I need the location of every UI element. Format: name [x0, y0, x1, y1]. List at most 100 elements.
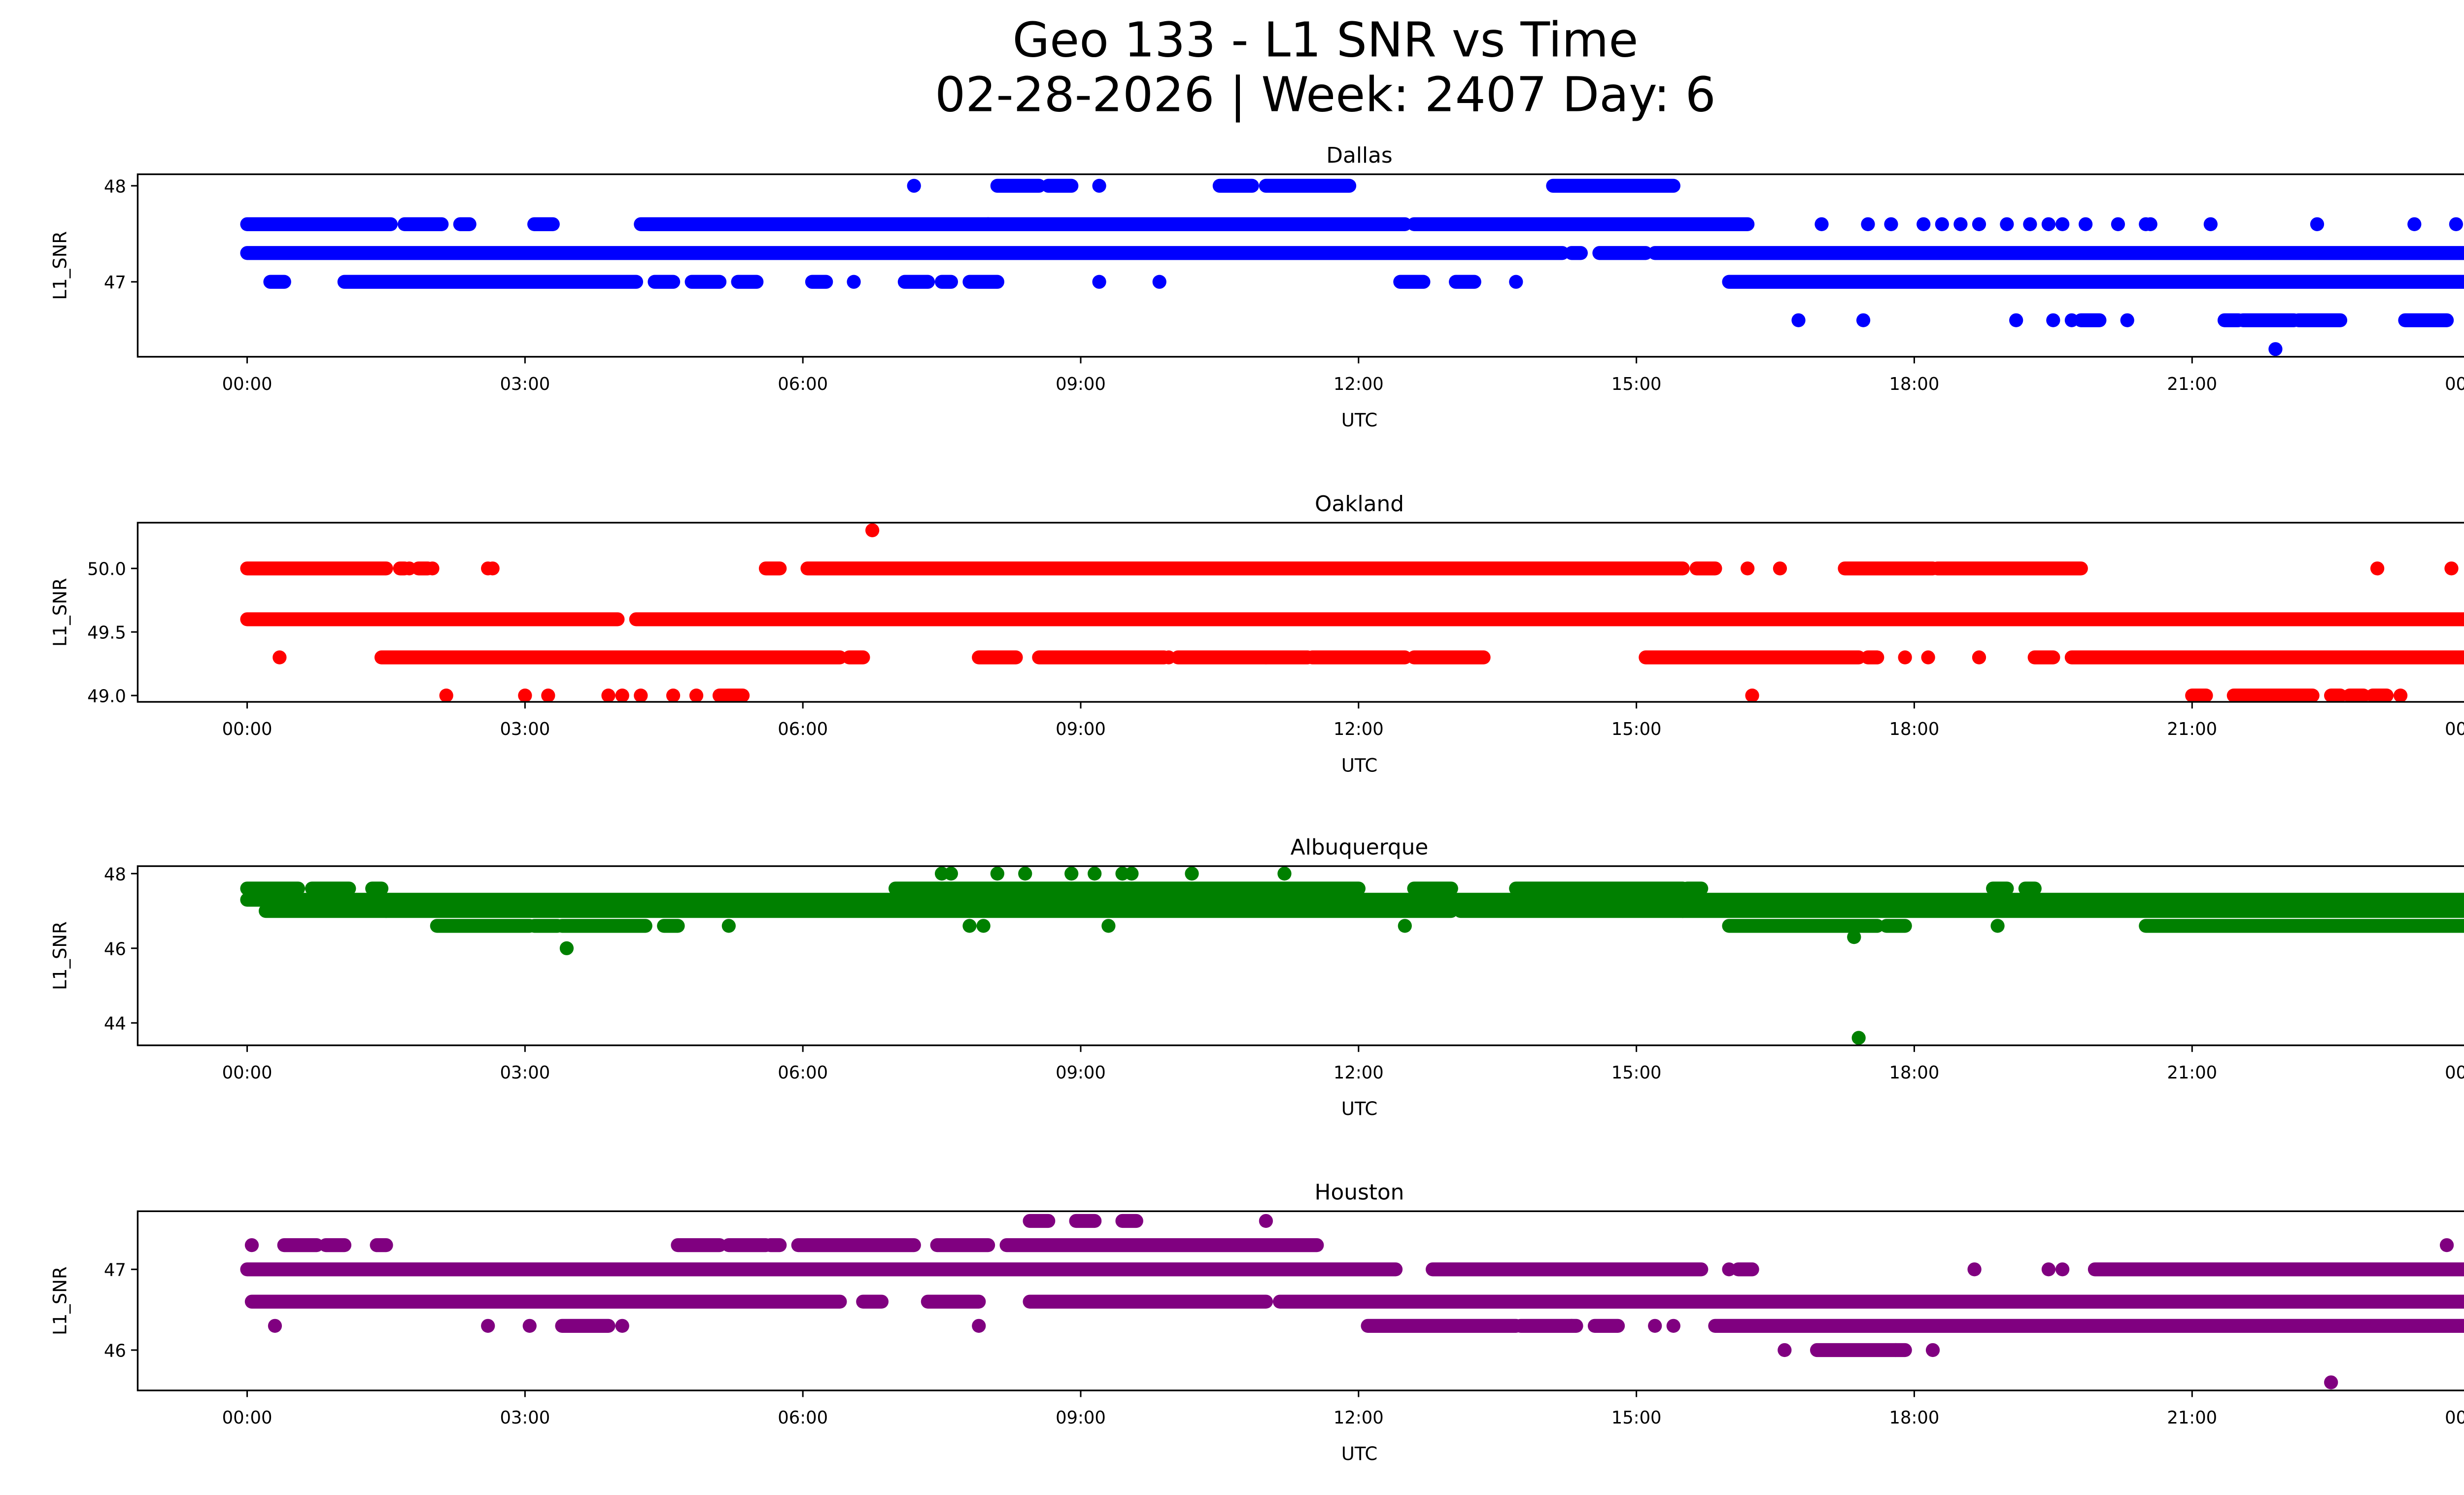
- x-tick-label: 00:00: [222, 719, 273, 739]
- data-point: [244, 1238, 259, 1252]
- data-point: [2439, 1238, 2454, 1252]
- data-point: [1152, 275, 1166, 289]
- x-axis-label: UTC: [1341, 755, 1377, 776]
- data-run: [1722, 275, 2464, 289]
- data-run: [684, 275, 727, 289]
- data-point: [268, 1319, 282, 1333]
- x-axis-label: UTC: [1341, 1098, 1377, 1119]
- data-point: [1092, 275, 1106, 289]
- data-run: [1509, 881, 1690, 896]
- x-tick-label: 18:00: [1889, 1063, 1940, 1083]
- data-point: [1722, 1262, 1736, 1277]
- data-point: [2324, 1375, 2338, 1390]
- panel-title: Albuquerque: [1291, 835, 1429, 860]
- data-run: [1731, 1262, 1759, 1277]
- data-point: [2111, 217, 2125, 231]
- data-run: [527, 217, 560, 231]
- data-point: [2009, 313, 2023, 327]
- data-run: [2398, 313, 2454, 327]
- x-tick-label: 00:00: [222, 1408, 273, 1428]
- y-tick-label: 46: [104, 1341, 126, 1361]
- data-point: [1851, 1031, 1866, 1045]
- data-point: [541, 688, 555, 702]
- data-point: [601, 688, 616, 702]
- data-run: [1861, 650, 1884, 664]
- data-run: [1041, 178, 1079, 193]
- data-run: [1305, 650, 1412, 664]
- data-run: [1426, 1262, 1709, 1277]
- data-run: [648, 275, 681, 289]
- axes-frame: [137, 173, 2464, 358]
- data-run: [1407, 217, 1755, 231]
- data-point: [1888, 1343, 1903, 1357]
- data-point: [1741, 561, 1755, 576]
- data-point: [2139, 217, 2153, 231]
- data-run: [2074, 313, 2107, 327]
- x-tick-label: 12:00: [1334, 374, 1384, 394]
- x-tick-label: 09:00: [1056, 374, 1106, 394]
- data-point: [2268, 342, 2283, 356]
- data-run: [319, 1238, 352, 1252]
- data-point: [425, 561, 440, 576]
- data-run: [1648, 246, 2464, 260]
- data-run: [2064, 650, 2464, 664]
- data-point: [1259, 1214, 1273, 1228]
- data-run: [2324, 688, 2348, 702]
- data-run: [305, 881, 356, 896]
- data-run: [1564, 246, 1588, 260]
- data-run: [365, 881, 389, 896]
- data-point: [1778, 1343, 1792, 1357]
- data-point: [1898, 650, 1912, 664]
- data-run: [240, 246, 1570, 260]
- data-point: [1935, 217, 1949, 231]
- panel-title: Houston: [1315, 1180, 1404, 1205]
- data-point: [1064, 867, 1079, 881]
- data-point: [1509, 275, 1523, 289]
- scatter-series: [240, 867, 2464, 1045]
- y-axis-label: L1_SNR: [50, 921, 71, 990]
- data-run: [240, 1262, 1403, 1277]
- data-run: [856, 1294, 889, 1309]
- data-point: [2120, 313, 2134, 327]
- data-point: [615, 1319, 629, 1333]
- data-run: [981, 217, 1412, 231]
- data-point: [1972, 650, 1986, 664]
- scatter-series: [240, 178, 2464, 356]
- x-tick-label: 21:00: [2167, 719, 2217, 739]
- x-tick-label: 00:00: [222, 374, 273, 394]
- data-run: [1930, 561, 2088, 576]
- panel-houston: Houston 00:00 03:00 06:00 09:00 12:00 15:00 18:…: [50, 1180, 2464, 1464]
- data-point: [1185, 867, 1199, 881]
- x-tick-label: 09:00: [1056, 1408, 1106, 1428]
- data-run: [263, 275, 291, 289]
- data-run: [731, 275, 764, 289]
- data-point: [1990, 919, 2005, 933]
- x-tick-label: 00:00: [2445, 374, 2464, 394]
- data-point: [1884, 217, 1898, 231]
- data-point: [273, 650, 287, 664]
- data-run: [2236, 313, 2301, 327]
- data-run: [240, 217, 398, 231]
- data-point: [2023, 217, 2037, 231]
- data-run: [277, 1238, 324, 1252]
- data-run: [1680, 881, 1709, 896]
- panel-oakland: Oakland 00:00 03:00 06:00 09:00 12:00 15:00 18:…: [50, 491, 2464, 776]
- y-tick-label: 50.0: [87, 559, 126, 580]
- data-point: [2370, 561, 2385, 576]
- data-run: [430, 919, 537, 933]
- data-point: [1018, 867, 1032, 881]
- data-point: [2310, 217, 2325, 231]
- y-axis-label: L1_SNR: [50, 231, 71, 300]
- data-point: [1953, 217, 1968, 231]
- data-point: [944, 867, 958, 881]
- data-point: [1745, 688, 1759, 702]
- data-run: [527, 919, 565, 933]
- axes-frame: [137, 1210, 2464, 1391]
- data-point: [1921, 650, 1935, 664]
- data-run: [240, 612, 625, 626]
- data-point: [2055, 217, 2070, 231]
- x-tick-label: 12:00: [1334, 719, 1384, 739]
- data-point: [990, 867, 1004, 881]
- data-point: [976, 919, 991, 933]
- data-point: [907, 178, 921, 193]
